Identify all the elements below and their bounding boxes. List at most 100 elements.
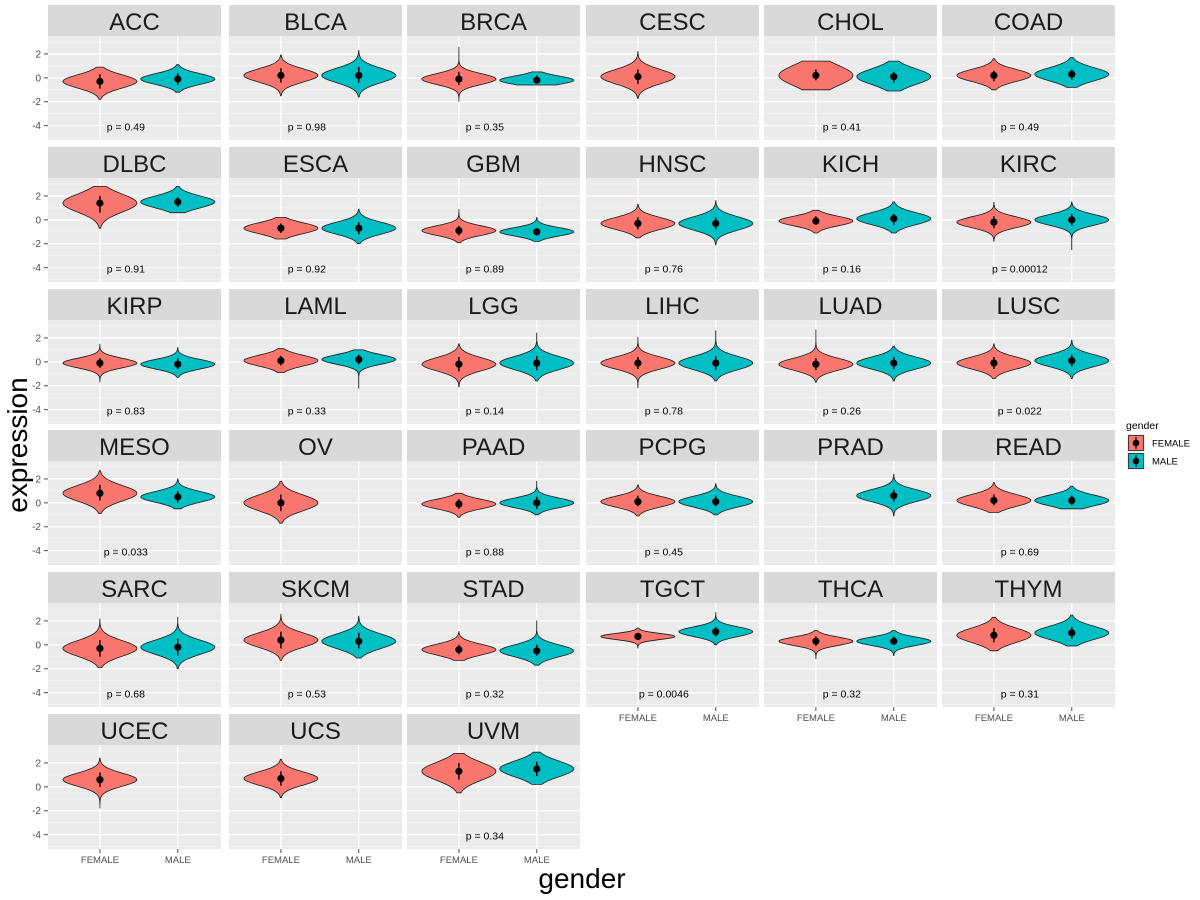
- violin-laml-male: [321, 349, 397, 389]
- median-point-dlbc-male: [174, 198, 182, 206]
- median-point-brca-male: [533, 76, 541, 84]
- median-point-thym-male: [1068, 629, 1076, 637]
- y-tick-label: -4: [32, 546, 41, 557]
- p-value-luad: p = 0.26: [823, 405, 861, 417]
- violin-luad-female: [778, 329, 854, 383]
- x-tick-label-female: FEMALE: [619, 713, 657, 724]
- p-value-skcm: p = 0.53: [288, 688, 326, 700]
- x-tick-label-female: FEMALE: [440, 855, 478, 866]
- strip-label-esca: ESCA: [283, 151, 348, 178]
- median-point-hnsc-female: [634, 219, 642, 228]
- strip-label-paad: PAAD: [462, 434, 526, 461]
- median-point-kirp-male: [174, 360, 182, 368]
- legend-label-male: MALE: [1152, 457, 1178, 468]
- strip-pcpg: [586, 430, 759, 461]
- strip-label-lusc: LUSC: [996, 293, 1060, 320]
- y-tick-label: -4: [32, 688, 41, 699]
- strip-label-pcpg: PCPG: [638, 434, 706, 461]
- strip-kirc: [942, 147, 1115, 178]
- strip-skcm: [229, 572, 402, 603]
- median-point-tgct-female: [634, 632, 642, 641]
- strip-esca: [229, 147, 402, 178]
- median-point-meso-male: [174, 493, 182, 501]
- median-point-coad-female: [990, 71, 998, 80]
- y-tick-label: 2: [35, 49, 41, 60]
- strip-prad: [764, 430, 937, 461]
- strip-hnsc: [586, 147, 759, 178]
- p-value-kirp: p = 0.83: [107, 405, 145, 417]
- p-value-acc: p = 0.49: [107, 121, 145, 133]
- median-point-paad-female: [455, 500, 463, 508]
- median-point-thym-female: [990, 631, 998, 639]
- y-tick-label: 2: [35, 616, 41, 627]
- x-tick-label-female: FEMALE: [797, 713, 835, 724]
- strip-lihc: [586, 289, 759, 320]
- p-value-brca: p = 0.35: [466, 121, 504, 133]
- median-point-kirc-female: [990, 218, 998, 226]
- median-point-lihc-female: [634, 359, 642, 367]
- strip-kich: [764, 147, 937, 178]
- p-value-sarc: p = 0.68: [107, 688, 145, 700]
- p-value-thca: p = 0.32: [823, 688, 861, 700]
- strip-label-luad: LUAD: [818, 293, 882, 320]
- median-point-kich-female: [812, 217, 820, 225]
- y-tick-label: -4: [32, 405, 41, 416]
- y-tick-label: 0: [35, 640, 41, 651]
- strip-label-prad: PRAD: [817, 434, 884, 461]
- median-point-laml-female: [277, 357, 285, 365]
- x-tick-label-female: FEMALE: [975, 713, 1013, 724]
- p-value-kich: p = 0.16: [823, 263, 861, 275]
- strip-label-uvm: UVM: [467, 718, 520, 745]
- strip-cesc: [586, 5, 759, 36]
- panel-bg-ucs: [229, 745, 402, 849]
- strip-paad: [407, 430, 580, 461]
- median-point-thca-female: [812, 637, 820, 645]
- strip-label-tgct: TGCT: [640, 576, 706, 603]
- median-point-luad-female: [812, 360, 820, 368]
- p-value-tgct: p = 0.0046: [639, 688, 689, 700]
- strip-label-kirc: KIRC: [1000, 151, 1057, 178]
- median-point-thca-male: [890, 637, 898, 645]
- median-point-pcpg-female: [634, 498, 642, 506]
- strip-label-meso: MESO: [99, 434, 170, 461]
- strip-kirp: [48, 289, 221, 320]
- y-tick-label: -4: [32, 830, 41, 841]
- strip-coad: [942, 5, 1115, 36]
- median-point-paad-male: [533, 499, 541, 507]
- y-tick-label: 2: [35, 333, 41, 344]
- p-value-gbm: p = 0.89: [466, 263, 504, 275]
- y-axis-title: expression: [2, 377, 33, 512]
- strip-read: [942, 430, 1115, 461]
- strip-brca: [407, 5, 580, 36]
- p-value-thym: p = 0.31: [1001, 688, 1039, 700]
- strip-label-chol: CHOL: [817, 9, 884, 36]
- strip-tgct: [586, 572, 759, 603]
- median-point-lihc-male: [712, 359, 720, 367]
- median-point-blca-female: [277, 71, 285, 80]
- strip-lusc: [942, 289, 1115, 320]
- strip-label-coad: COAD: [994, 9, 1063, 36]
- y-tick-label: -4: [32, 263, 41, 274]
- strip-meso: [48, 430, 221, 461]
- strip-label-stad: STAD: [462, 576, 524, 603]
- y-tick-label: -2: [32, 664, 41, 675]
- strip-acc: [48, 5, 221, 36]
- p-value-blca: p = 0.98: [288, 121, 326, 133]
- strip-label-kirp: KIRP: [106, 293, 162, 320]
- median-point-sarc-female: [96, 644, 104, 653]
- violin-stad-male: [499, 620, 575, 666]
- y-tick-label: 0: [35, 498, 41, 509]
- strip-stad: [407, 572, 580, 603]
- strip-ucs: [229, 714, 402, 745]
- strip-label-brca: BRCA: [460, 9, 527, 36]
- median-point-ucs-female: [277, 774, 285, 783]
- strip-label-lihc: LIHC: [645, 293, 700, 320]
- strip-chol: [764, 5, 937, 36]
- x-tick-label-male: MALE: [524, 855, 550, 866]
- median-point-read-male: [1068, 496, 1076, 505]
- median-point-acc-female: [96, 77, 104, 86]
- median-point-kich-male: [890, 215, 898, 223]
- median-point-tgct-male: [712, 628, 720, 636]
- y-tick-label: -2: [32, 522, 41, 533]
